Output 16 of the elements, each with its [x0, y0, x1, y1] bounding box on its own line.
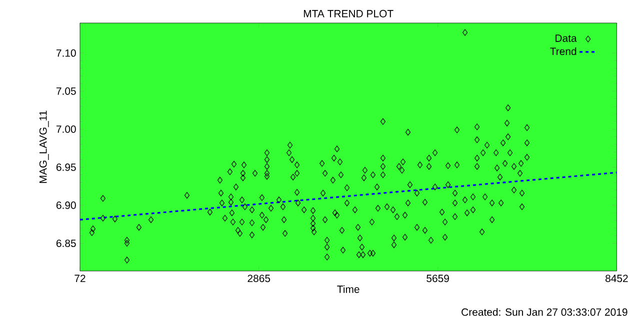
x-tick-label: 5659 — [426, 274, 449, 282]
x-tick-label: 8452 — [606, 274, 628, 282]
x-tick-label: 2865 — [248, 274, 270, 282]
chart-title: MTA TREND PLOT — [304, 10, 394, 18]
legend-label: Trend — [550, 47, 576, 56]
y-tick-label: 6.95 — [56, 164, 76, 171]
y-tick-label: 7.10 — [56, 49, 76, 57]
y-tick-label: 6.85 — [56, 240, 76, 248]
x-axis-title: Time — [337, 285, 360, 293]
legend-label: Data — [556, 34, 577, 42]
y-tick-label: 6.90 — [56, 202, 76, 209]
y-tick-label: 7.00 — [56, 125, 76, 133]
x-tick-label: 72 — [74, 274, 86, 282]
y-axis-title: MAG_LAVG_11 — [39, 110, 49, 183]
text: Created: Sun Jan 27 03:33:07 2019 — [462, 308, 628, 316]
y-tick-label: 7.05 — [56, 87, 76, 95]
